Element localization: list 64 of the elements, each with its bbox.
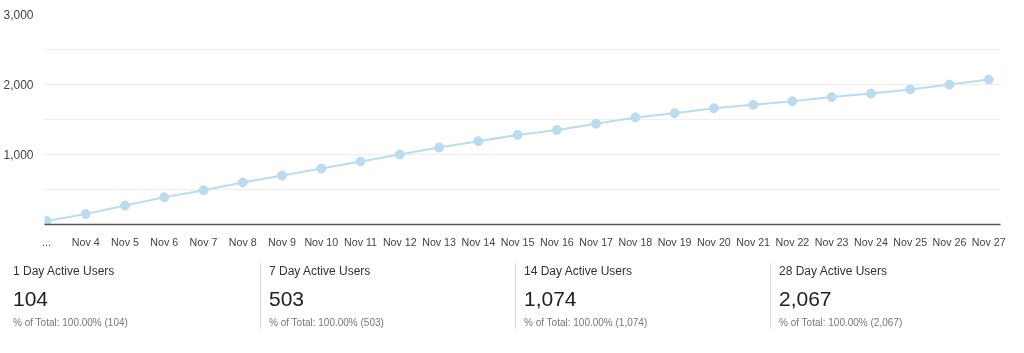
point (669, 108, 680, 119)
text: 7 Day Active Users (269, 263, 372, 280)
y-tick-label: 3,000 (3, 8, 34, 22)
x-tick-label: Nov 7 (189, 235, 218, 248)
x-tick-label: Nov 10 (304, 235, 339, 248)
x-tick-label: Nov 27 (971, 235, 1006, 248)
point (277, 170, 288, 181)
x-tick-label: Nov 9 (268, 235, 297, 248)
x-tick-label: Nov 14 (461, 235, 496, 248)
point (787, 96, 798, 107)
point (80, 209, 91, 219)
point (865, 88, 876, 99)
point (630, 112, 641, 123)
point (512, 129, 523, 140)
x-tick-label: Nov 4 (71, 235, 100, 248)
point (591, 118, 602, 129)
text: 1,074 (524, 286, 578, 313)
point (316, 163, 327, 174)
x-tick-label: Nov 20 (697, 235, 731, 248)
x-tick-label: Nov 11 (344, 235, 378, 248)
y-tick-label: 1,000 (3, 148, 34, 162)
text: 503 (269, 286, 306, 313)
x-tick-label: Nov 8 (228, 235, 257, 248)
point (159, 192, 170, 203)
text: % of Total: 100.00% (2,067) (779, 316, 903, 331)
point (748, 99, 759, 110)
x-tick-label: ... (42, 235, 51, 248)
x-tick-label: Nov 19 (657, 235, 692, 248)
x-tick-label: Nov 18 (618, 235, 653, 248)
text: 104 (13, 286, 50, 313)
x-tick-label: Nov 13 (422, 235, 457, 248)
point (119, 200, 130, 211)
x-tick-label: Nov 17 (579, 235, 614, 248)
x-tick-label: Nov 6 (150, 235, 179, 248)
x-tick-label: Nov 21 (736, 235, 771, 248)
x-tick-label: Nov 24 (854, 235, 888, 248)
point (473, 136, 484, 147)
y-tick-label: 2,000 (3, 78, 34, 92)
text: % of Total: 100.00% (104) (13, 316, 128, 331)
text: 14 Day Active Users (524, 263, 634, 280)
point (905, 84, 916, 95)
point (198, 185, 209, 196)
point (944, 79, 955, 90)
x-tick-label: Nov 23 (814, 235, 849, 248)
x-tick-label: Nov 15 (500, 235, 535, 248)
x-tick-label: Nov 12 (382, 235, 417, 248)
text: % of Total: 100.00% (1,074) (524, 316, 648, 331)
text: % of Total: 100.00% (503) (269, 316, 384, 331)
point (237, 177, 248, 188)
x-tick-label: Nov 22 (775, 235, 810, 248)
x-tick-label: Nov 26 (932, 235, 967, 248)
text: 1 Day Active Users (13, 263, 116, 280)
point (708, 103, 719, 114)
point (394, 149, 405, 160)
x-tick-label: Nov 25 (893, 235, 928, 248)
x-tick-label: Nov 5 (111, 235, 139, 248)
point (826, 92, 837, 103)
point (434, 142, 445, 153)
point (355, 156, 366, 167)
point (983, 74, 994, 85)
x-tick-label: Nov 16 (539, 235, 574, 248)
point (551, 125, 562, 135)
text: 28 Day Active Users (779, 263, 889, 280)
text: 2,067 (779, 286, 833, 313)
